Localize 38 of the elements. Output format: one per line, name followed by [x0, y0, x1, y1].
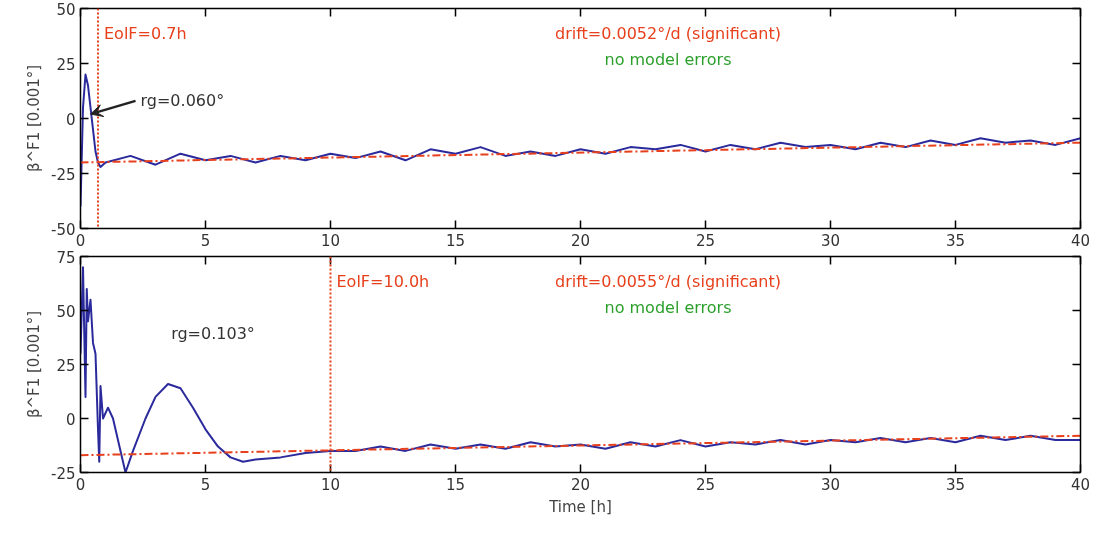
y-tick-label: -25 — [51, 464, 76, 483]
x-tick-label: 25 — [695, 475, 716, 494]
y-tick-label: 25 — [56, 55, 76, 74]
x-tick-label: 25 — [695, 231, 716, 250]
x-tick-label: 20 — [570, 231, 591, 250]
y-tick-label: 0 — [65, 110, 76, 129]
x-tick-label: 30 — [820, 231, 841, 250]
annotation: rg=0.060° — [140, 91, 225, 111]
x-tick-label: 30 — [820, 475, 841, 494]
annotation: rg=0.103° — [171, 323, 255, 343]
y-axis-title: β^F1 [0.001°] — [25, 310, 43, 419]
x-tick-label: 35 — [945, 475, 966, 494]
annotation: drift=0.0055°/d (significant) — [555, 271, 781, 291]
x-tick-label: 5 — [200, 231, 211, 250]
x-axis-title: Time [h] — [548, 497, 612, 516]
annotation: drift=0.0052°/d (significant) — [555, 23, 781, 43]
y-tick-label: 50 — [56, 0, 76, 19]
y-tick-label: -25 — [51, 165, 76, 184]
ref-line-label: EolF=10.0h — [336, 271, 430, 291]
x-tick-label: 15 — [445, 231, 466, 250]
y-tick-label: 0 — [65, 410, 76, 429]
x-tick-label: 40 — [1070, 475, 1091, 494]
annotation: no model errors — [604, 297, 732, 317]
x-tick-label: 10 — [320, 231, 341, 250]
x-tick-label: 5 — [200, 475, 211, 494]
y-tick-label: -50 — [51, 220, 76, 239]
x-tick-label: 15 — [445, 475, 466, 494]
ref-line-label: EolF=0.7h — [104, 23, 187, 43]
x-tick-label: 35 — [945, 231, 966, 250]
x-tick-label: 40 — [1070, 231, 1091, 250]
y-tick-label: 75 — [56, 248, 76, 267]
annotation: no model errors — [604, 49, 732, 69]
y-axis-title: β^F1 [0.001°] — [25, 64, 43, 173]
y-tick-label: 50 — [56, 302, 76, 321]
y-tick-label: 25 — [56, 356, 76, 375]
x-tick-label: 10 — [320, 475, 341, 494]
line-series — [80, 73, 1081, 208]
x-tick-label: 20 — [570, 475, 591, 494]
